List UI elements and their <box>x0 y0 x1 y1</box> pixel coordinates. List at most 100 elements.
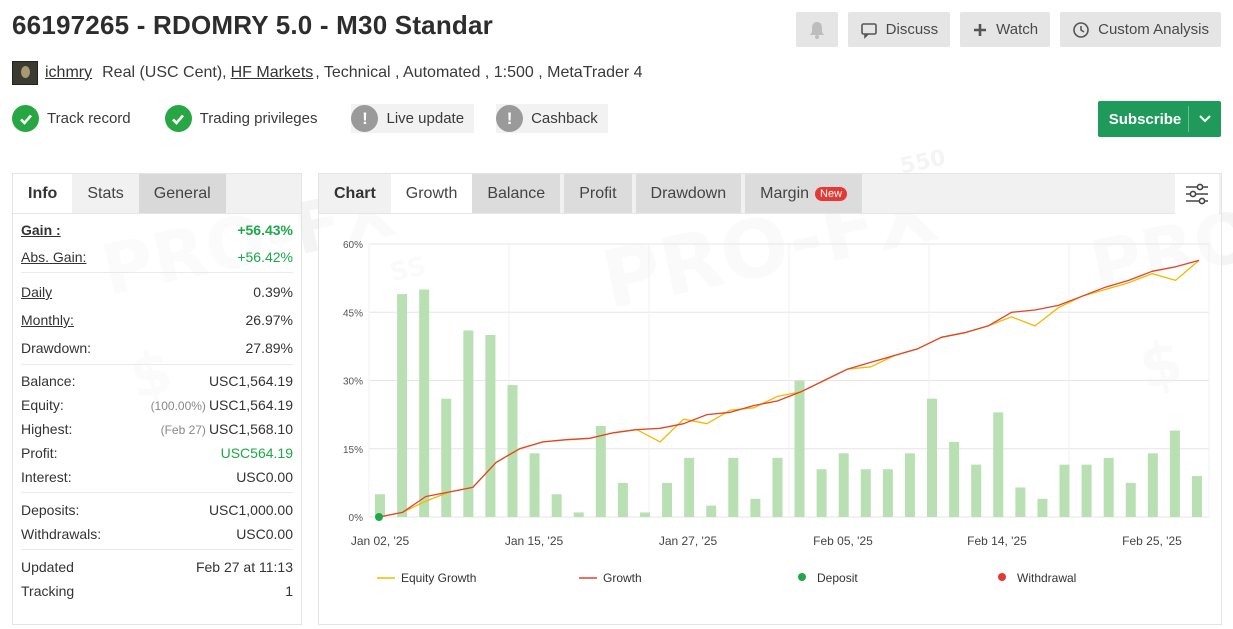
badge-track-record[interactable]: Track record <box>12 104 139 133</box>
x-tick-label: Jan 02, '25 <box>351 534 410 548</box>
daily-value: 0.39% <box>253 284 293 300</box>
bar <box>904 453 915 517</box>
chart-settings-button[interactable] <box>1175 174 1219 214</box>
badge-label: Live update <box>386 110 465 127</box>
monthly-value: 26.97% <box>245 312 293 328</box>
badge-live-update[interactable]: ! Live update <box>351 104 475 133</box>
avatar[interactable] <box>12 61 38 85</box>
legend-swatch <box>998 573 1006 581</box>
bar <box>419 289 430 517</box>
page-title: 66197265 - RDOMRY 5.0 - M30 Standar <box>12 10 493 40</box>
divider <box>1188 106 1189 132</box>
verification-badges: Track record Trading privileges ! Live u… <box>12 104 630 133</box>
bar <box>706 505 717 517</box>
badge-label: Cashback <box>531 110 598 127</box>
discuss-label: Discuss <box>885 21 939 38</box>
bar <box>639 512 650 517</box>
tab-general[interactable]: General <box>138 174 226 213</box>
bar <box>684 457 695 517</box>
legend-swatch <box>798 573 806 581</box>
tab-growth[interactable]: Growth <box>390 174 473 213</box>
custom-analysis-label: Custom Analysis <box>1098 21 1209 38</box>
tab-chart[interactable]: Chart <box>334 184 376 202</box>
bar <box>728 457 739 517</box>
drawdown-row: Drawdown: 27.89% <box>21 334 293 362</box>
tracking-row: Tracking 1 <box>21 579 293 603</box>
monthly-label[interactable]: Monthly: <box>21 312 74 328</box>
bar <box>794 380 805 517</box>
user-link[interactable]: ichmry <box>45 64 93 81</box>
highest-value: USC1,568.10 <box>208 421 293 437</box>
gain-row: Gain : +56.43% <box>21 218 293 242</box>
legend-label: Growth <box>603 571 642 585</box>
bar <box>529 453 540 517</box>
highest-row: Highest: (Feb 27) USC1,568.10 <box>21 417 293 441</box>
tab-info[interactable]: Info <box>13 174 73 213</box>
plus-icon <box>974 23 987 36</box>
y-tick-label: 45% <box>343 308 363 319</box>
profit-row: Profit: USC564.19 <box>21 441 293 465</box>
gain-label[interactable]: Gain : <box>21 222 61 238</box>
info-tabs: Info Stats General <box>13 174 301 214</box>
interest-row: Interest: USC0.00 <box>21 465 293 489</box>
broker-link[interactable]: HF Markets <box>230 64 314 81</box>
tab-margin[interactable]: Margin New <box>745 174 863 213</box>
account-details: , Technical , Automated , 1:500 , MetaTr… <box>315 64 643 81</box>
tab-drawdown[interactable]: Drawdown <box>635 174 742 213</box>
bar <box>1037 498 1048 517</box>
chart-axes: 60% 45% 30% 15% 0% Jan 02, '25 Jan 15, '25 Jan … <box>343 240 1182 548</box>
chart-tabs: Chart Growth Balance Profit Drawdown Mar… <box>319 174 1221 214</box>
bar <box>1147 453 1158 517</box>
y-tick-label: 15% <box>343 445 363 456</box>
y-tick-label: 30% <box>343 377 363 388</box>
notification-button[interactable] <box>795 12 838 47</box>
badge-cashback[interactable]: ! Cashback <box>496 104 608 133</box>
profit-label: Profit: <box>21 445 58 461</box>
bar <box>750 498 761 517</box>
interest-label: Interest: <box>21 469 72 485</box>
chart-bars <box>375 289 1202 517</box>
bar <box>595 426 606 517</box>
bar <box>662 482 673 517</box>
x-tick-label: Feb 05, '25 <box>813 534 873 548</box>
tab-stats[interactable]: Stats <box>87 184 124 202</box>
bar <box>1125 482 1136 517</box>
equity-value: USC1,564.19 <box>208 397 293 413</box>
custom-analysis-button[interactable]: Custom Analysis <box>1060 12 1221 47</box>
bar <box>507 385 518 517</box>
growth-chart[interactable]: 60% 45% 30% 15% 0% Jan 02, '25 Jan 15, '25 Jan … <box>319 215 1221 625</box>
tracking-label: Tracking <box>21 583 75 599</box>
withdrawals-row: Withdrawals: USC0.00 <box>21 522 293 546</box>
daily-label[interactable]: Daily <box>21 284 53 300</box>
subscribe-button[interactable]: Subscribe <box>1098 101 1221 137</box>
legend-label: Equity Growth <box>401 571 476 585</box>
tab-balance[interactable]: Balance <box>472 174 561 213</box>
tab-profit[interactable]: Profit <box>564 174 632 213</box>
legend-label: Deposit <box>817 571 858 585</box>
equity-row: Equity: (100.00%) USC1,564.19 <box>21 393 293 417</box>
updated-value: Feb 27 at 11:13 <box>195 559 293 575</box>
balance-value: USC1,564.19 <box>208 373 293 389</box>
bell-icon <box>809 21 824 39</box>
sliders-icon <box>1186 183 1208 205</box>
y-tick-label: 0% <box>349 513 364 524</box>
highest-date: (Feb 27) <box>160 423 206 437</box>
badge-trading-privileges[interactable]: Trading privileges <box>164 104 326 133</box>
balance-label: Balance: <box>21 373 76 389</box>
updated-row: Updated Feb 27 at 11:13 <box>21 555 293 579</box>
badge-label: Trading privileges <box>199 110 318 127</box>
top-actions: Discuss Watch Custom Analysis <box>795 12 1221 47</box>
deposits-value: USC1,000.00 <box>208 502 293 518</box>
equity-percent: (100.00%) <box>150 399 206 413</box>
bar <box>485 335 496 517</box>
watch-button[interactable]: Watch <box>960 12 1051 47</box>
abs-gain-label[interactable]: Abs. Gain: <box>21 249 87 265</box>
discuss-button[interactable]: Discuss <box>847 12 951 47</box>
bar <box>882 469 893 517</box>
withdrawals-label: Withdrawals: <box>21 526 102 542</box>
bar <box>949 441 960 517</box>
new-badge: New <box>815 186 848 201</box>
bar <box>860 469 871 517</box>
chevron-down-icon[interactable] <box>1189 115 1221 123</box>
watch-label: Watch <box>996 21 1039 38</box>
